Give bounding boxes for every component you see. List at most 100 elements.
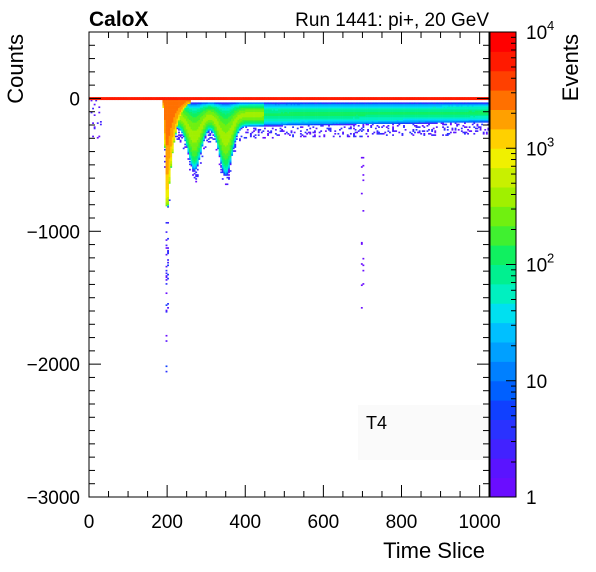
heatmap-cell	[221, 128, 224, 131]
heatmap-cell	[360, 121, 363, 123]
heatmap-cell	[345, 109, 348, 111]
heatmap-cell	[187, 125, 190, 127]
heatmap-cell	[429, 102, 432, 105]
heatmap-cell	[424, 102, 427, 105]
heatmap-cell	[235, 114, 238, 116]
heatmap-cell	[167, 249, 169, 252]
heatmap-cell	[195, 151, 198, 154]
heatmap-cell	[165, 244, 168, 247]
heatmap-cell	[370, 114, 373, 116]
heatmap-cell	[170, 123, 173, 126]
heatmap-cell	[212, 106, 215, 109]
heatmap-cell	[295, 103, 298, 106]
heatmap-cell	[278, 111, 280, 114]
heatmap-cell	[279, 98, 282, 101]
heatmap-cell	[387, 110, 390, 113]
heatmap-cell	[421, 119, 424, 122]
heatmap-cell	[273, 97, 276, 99]
heatmap-cell	[393, 98, 396, 101]
heatmap-cell	[296, 122, 299, 124]
heatmap-cell	[187, 105, 190, 107]
heatmap-cell	[303, 118, 305, 120]
heatmap-cell	[435, 115, 438, 118]
heatmap-cell	[281, 109, 284, 111]
heatmap-cell	[187, 150, 190, 152]
heatmap-cell	[170, 151, 173, 154]
heatmap-cell	[190, 98, 193, 101]
heatmap-cell	[242, 106, 244, 109]
heatmap-cell	[393, 111, 396, 114]
heatmap-cell	[164, 109, 166, 111]
heatmap-cell	[168, 121, 171, 123]
heatmap-cell	[285, 118, 288, 120]
heatmap-cell	[404, 106, 407, 109]
heatmap-cell	[398, 111, 401, 114]
heatmap-cell	[273, 118, 276, 120]
heatmap-cell	[307, 97, 310, 99]
heatmap-cell	[249, 109, 252, 111]
heatmap-cell	[165, 199, 168, 202]
heatmap-cell	[292, 114, 294, 116]
heatmap-cell	[242, 103, 244, 106]
heatmap-cell	[378, 117, 380, 119]
heatmap-cell	[192, 144, 194, 147]
heatmap-cell	[214, 103, 216, 106]
heatmap-cell	[382, 109, 385, 111]
heatmap-cell	[281, 97, 284, 99]
heatmap-cell	[181, 134, 184, 136]
heatmap-cell	[107, 98, 110, 101]
heatmap-cell	[418, 114, 421, 116]
heatmap-cell	[206, 115, 209, 118]
heatmap-cell	[217, 97, 219, 99]
heatmap-cell	[295, 105, 298, 107]
heatmap-cell	[131, 98, 134, 101]
heatmap-cell	[354, 114, 357, 116]
heatmap-cell	[226, 121, 229, 123]
heatmap-cell	[179, 115, 182, 118]
heatmap-cell	[437, 111, 440, 114]
heatmap-cell	[159, 97, 162, 99]
heatmap-cell	[215, 97, 218, 99]
heatmap-cell	[196, 105, 199, 107]
heatmap-cell	[284, 118, 287, 120]
heatmap-cell	[260, 113, 263, 115]
heatmap-cell	[384, 113, 387, 115]
heatmap-cell	[399, 114, 402, 116]
heatmap-cell	[287, 102, 290, 105]
heatmap-cell	[428, 103, 430, 106]
heatmap-cell	[195, 125, 198, 127]
heatmap-cell	[217, 147, 219, 150]
heatmap-cell	[312, 115, 315, 118]
heatmap-cell	[270, 102, 273, 105]
heatmap-cell	[165, 106, 168, 109]
heatmap-cell	[271, 122, 274, 124]
heatmap-cell	[195, 150, 198, 152]
heatmap-cell	[265, 97, 268, 99]
heatmap-cell	[385, 110, 388, 113]
heatmap-cell	[176, 107, 179, 110]
heatmap-cell	[421, 117, 424, 119]
heatmap-cell	[195, 147, 198, 150]
heatmap-cell	[374, 127, 377, 130]
heatmap-cell	[196, 138, 199, 140]
heatmap-cell	[274, 119, 277, 122]
heatmap-cell	[274, 114, 277, 116]
heatmap-cell	[187, 101, 190, 103]
heatmap-cell	[220, 162, 223, 164]
heatmap-cell	[406, 111, 409, 114]
heatmap-cell	[309, 123, 312, 126]
heatmap-cell	[259, 128, 262, 131]
heatmap-cell	[304, 122, 307, 124]
heatmap-cell	[374, 114, 377, 116]
heatmap-cell	[318, 105, 321, 107]
heatmap-cell	[443, 106, 446, 109]
heatmap-cell	[232, 110, 235, 113]
heatmap-cell	[434, 98, 437, 101]
heatmap-cell	[204, 114, 207, 116]
heatmap-cell	[198, 154, 201, 156]
heatmap-cell	[196, 115, 199, 118]
heatmap-cell	[356, 103, 359, 106]
heatmap-cell	[403, 97, 405, 99]
heatmap-cell	[187, 140, 190, 143]
heatmap-cell	[368, 105, 371, 107]
